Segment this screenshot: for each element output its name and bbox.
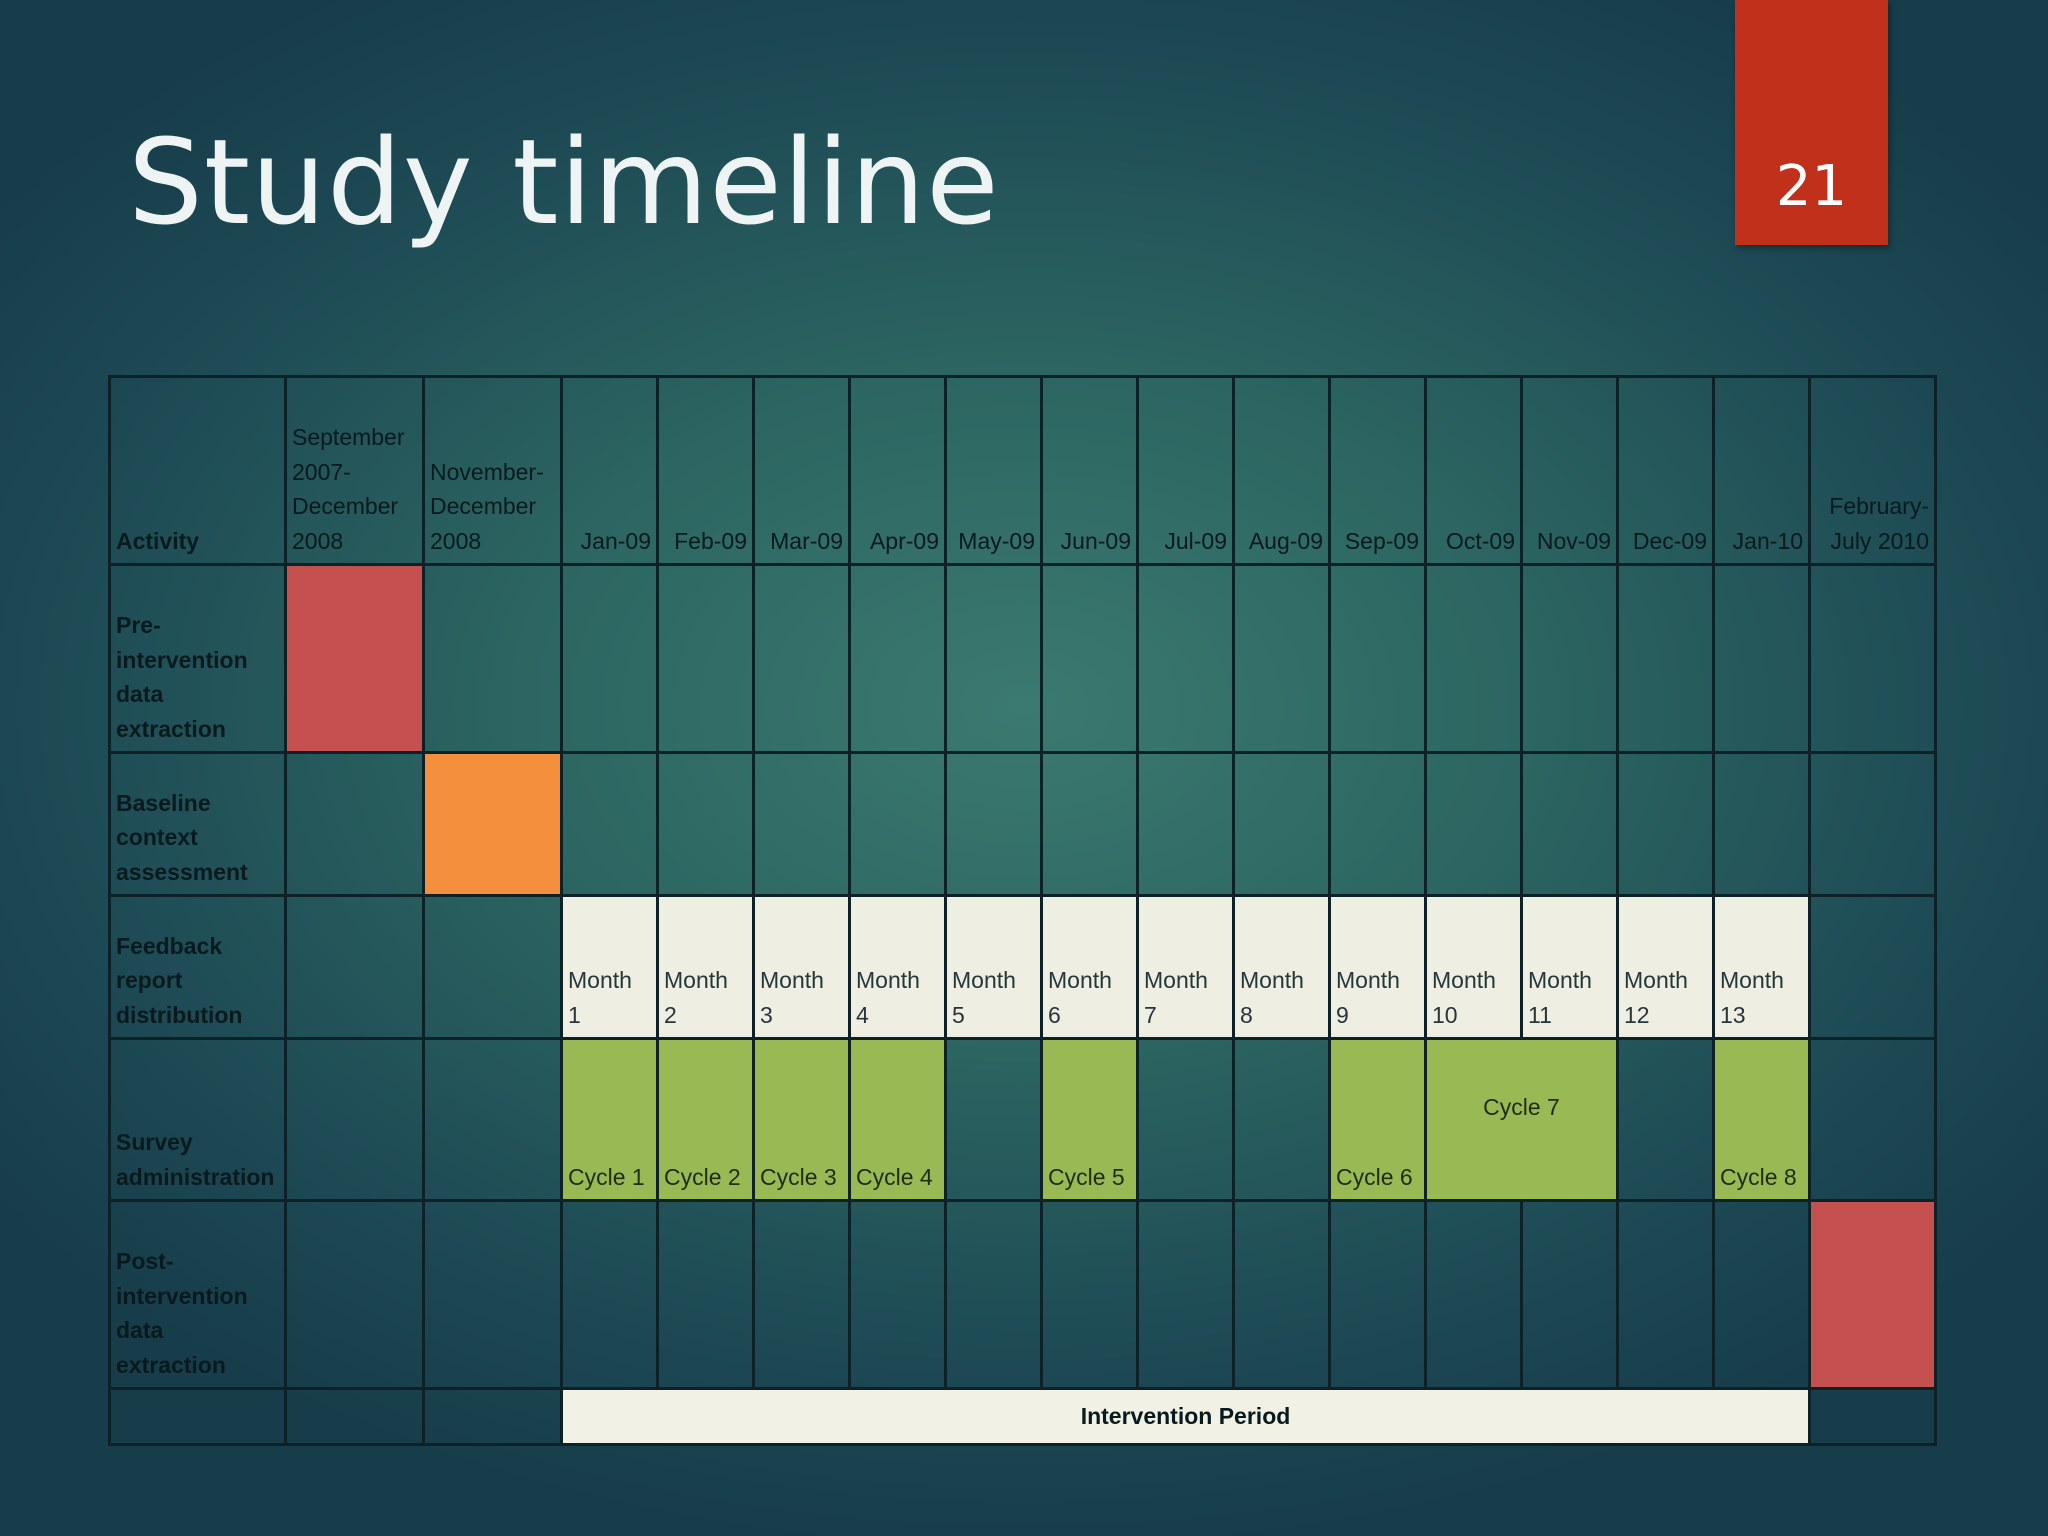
feedback-month-cell: Month 1 <box>560 894 659 1040</box>
header-cell: Mar-09 <box>752 375 851 566</box>
survey-cycle-cell: Cycle 2 <box>656 1037 755 1202</box>
activity-label: Post-intervention data extraction <box>108 1199 287 1390</box>
slide-title: Study timeline <box>128 113 1000 251</box>
activity-label: Pre-intervention data extraction <box>108 563 287 754</box>
survey-cycle-cell: Cycle 1 <box>560 1037 659 1202</box>
feedback-month-cell: Month 2 <box>656 894 755 1040</box>
header-cell: Apr-09 <box>848 375 947 566</box>
activity-label: Feedback report distribution <box>108 894 287 1040</box>
feedback-month-cell: Month 3 <box>752 894 851 1040</box>
survey-cycle-cell: Cycle 4 <box>848 1037 947 1202</box>
feedback-month-cell: Month 9 <box>1328 894 1427 1040</box>
feedback-month-cell: Month 10 <box>1424 894 1523 1040</box>
survey-cycle-cell: Cycle 7 <box>1424 1037 1619 1202</box>
feedback-month-cell: Month 8 <box>1232 894 1331 1040</box>
header-cell: September 2007-December 2008 <box>284 375 425 566</box>
slide-number-badge: 21 <box>1735 0 1888 245</box>
feedback-month-cell: Month 13 <box>1712 894 1811 1040</box>
survey-cycle-cell: Cycle 3 <box>752 1037 851 1202</box>
header-cell: Oct-09 <box>1424 375 1523 566</box>
header-cell: Jan-09 <box>560 375 659 566</box>
post-extraction-bar <box>1808 1199 1937 1390</box>
row-baseline: Baseline context assessment <box>108 751 1937 897</box>
feedback-month-cell: Month 12 <box>1616 894 1715 1040</box>
survey-cycle-cell: Cycle 8 <box>1712 1037 1811 1202</box>
row-survey: Survey administration Cycle 1 Cycle 2 Cy… <box>108 1037 1937 1202</box>
header-cell: May-09 <box>944 375 1043 566</box>
feedback-month-cell: Month 4 <box>848 894 947 1040</box>
activity-label: Baseline context assessment <box>108 751 287 897</box>
header-cell: Dec-09 <box>1616 375 1715 566</box>
feedback-month-cell: Month 6 <box>1040 894 1139 1040</box>
baseline-bar <box>422 751 563 897</box>
header-cell: Jul-09 <box>1136 375 1235 566</box>
header-cell: Aug-09 <box>1232 375 1331 566</box>
activity-label: Survey administration <box>108 1037 287 1202</box>
header-cell: Feb-09 <box>656 375 755 566</box>
study-timeline-table: Activity September 2007-December 2008 No… <box>108 375 1937 1446</box>
row-intervention-period: Intervention Period <box>108 1387 1937 1446</box>
row-post-intervention: Post-intervention data extraction <box>108 1199 1937 1390</box>
header-cell: Nov-09 <box>1520 375 1619 566</box>
pre-extraction-bar <box>284 563 425 754</box>
feedback-month-cell: Month 5 <box>944 894 1043 1040</box>
header-cell: Sep-09 <box>1328 375 1427 566</box>
intervention-period-bar: Intervention Period <box>560 1387 1811 1446</box>
header-cell: Jan-10 <box>1712 375 1811 566</box>
header-cell: November-December 2008 <box>422 375 563 566</box>
survey-cycle-cell: Cycle 5 <box>1040 1037 1139 1202</box>
header-row: Activity September 2007-December 2008 No… <box>108 375 1937 566</box>
feedback-month-cell: Month 7 <box>1136 894 1235 1040</box>
header-cell: Jun-09 <box>1040 375 1139 566</box>
survey-cycle-cell: Cycle 6 <box>1328 1037 1427 1202</box>
header-cell-activity: Activity <box>108 375 287 566</box>
row-feedback: Feedback report distribution Month 1 Mon… <box>108 894 1937 1040</box>
header-cell: February-July 2010 <box>1808 375 1937 566</box>
row-pre-intervention: Pre-intervention data extraction <box>108 563 1937 754</box>
feedback-month-cell: Month 11 <box>1520 894 1619 1040</box>
